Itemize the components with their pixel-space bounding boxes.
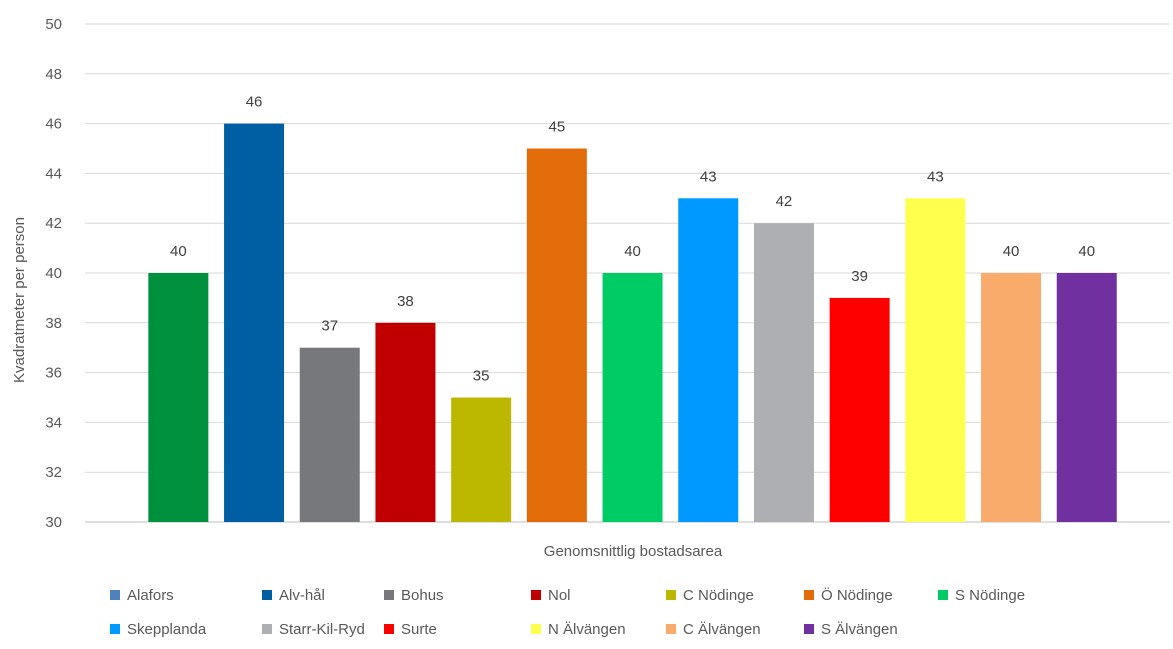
bar bbox=[451, 397, 512, 522]
legend-item: C Nödinge bbox=[666, 587, 754, 604]
legend-item: S Älvängen bbox=[804, 621, 898, 638]
bars bbox=[148, 123, 1117, 523]
y-axis-title: Kvadratmeter per person bbox=[11, 217, 28, 383]
y-tick-label: 42 bbox=[45, 215, 62, 232]
data-label: 43 bbox=[927, 168, 944, 185]
legend-swatch bbox=[666, 590, 676, 600]
legend-swatch bbox=[666, 624, 676, 634]
legend-label: Ö Nödinge bbox=[821, 586, 893, 604]
legend-label: Nol bbox=[548, 587, 571, 604]
legend-item: Skepplanda bbox=[110, 621, 207, 638]
bar bbox=[375, 322, 436, 522]
y-tick-label: 44 bbox=[45, 165, 62, 182]
data-label: 40 bbox=[1003, 243, 1020, 260]
legend-item: Ö Nödinge bbox=[804, 586, 893, 604]
legend-swatch bbox=[110, 590, 120, 600]
legend-item: Alafors bbox=[110, 587, 174, 604]
y-tick-label: 32 bbox=[45, 464, 62, 481]
y-axis-ticks: 30 32 34 36 38 40 42 44 46 48 50 bbox=[45, 16, 62, 531]
legend-swatch bbox=[384, 590, 394, 600]
bar bbox=[905, 198, 966, 523]
data-label: 39 bbox=[851, 268, 868, 285]
legend-label: S Älvängen bbox=[821, 621, 898, 638]
data-label: 46 bbox=[246, 94, 263, 111]
legend-label: Alafors bbox=[127, 587, 174, 604]
legend-swatch bbox=[262, 590, 272, 600]
legend-item: Nol bbox=[531, 587, 571, 604]
legend: Alafors Alv-hål Bohus Nol C Nödinge Ö Nödinge… bbox=[110, 586, 1025, 638]
data-label: 43 bbox=[700, 168, 717, 185]
y-tick-label: 34 bbox=[45, 414, 62, 431]
data-labels: 40 46 37 38 35 45 40 43 42 39 43 40 40 bbox=[170, 94, 1095, 385]
legend-item: Starr-Kil-Ryd bbox=[262, 621, 365, 638]
y-tick-label: 36 bbox=[45, 365, 62, 382]
bar bbox=[753, 223, 814, 522]
bar bbox=[981, 273, 1042, 522]
legend-label: Skepplanda bbox=[127, 621, 207, 638]
bar bbox=[148, 273, 209, 522]
data-label: 40 bbox=[1078, 243, 1095, 260]
y-tick-label: 40 bbox=[45, 265, 62, 282]
data-label: 42 bbox=[776, 193, 793, 210]
legend-swatch bbox=[531, 590, 541, 600]
legend-swatch bbox=[262, 624, 272, 634]
data-label: 40 bbox=[624, 243, 641, 260]
legend-label: Bohus bbox=[401, 587, 444, 604]
y-tick-label: 48 bbox=[45, 66, 62, 83]
legend-swatch bbox=[110, 624, 120, 634]
legend-item: C Älvängen bbox=[666, 621, 761, 638]
y-tick-label: 30 bbox=[45, 514, 62, 531]
legend-swatch bbox=[531, 624, 541, 634]
legend-label: C Älvängen bbox=[683, 621, 761, 638]
y-tick-label: 50 bbox=[45, 16, 62, 33]
legend-label: Alv-hål bbox=[279, 587, 325, 604]
legend-label: Starr-Kil-Ryd bbox=[279, 621, 365, 638]
bar bbox=[829, 297, 890, 522]
bar bbox=[678, 198, 739, 523]
legend-item: S Nödinge bbox=[938, 587, 1025, 604]
legend-item: Surte bbox=[384, 621, 437, 638]
legend-item: Alv-hål bbox=[262, 587, 325, 604]
bar bbox=[224, 123, 285, 522]
legend-label: N Älvängen bbox=[548, 621, 626, 638]
legend-swatch bbox=[804, 624, 814, 634]
data-label: 37 bbox=[321, 318, 338, 335]
y-tick-label: 46 bbox=[45, 116, 62, 133]
bar bbox=[602, 273, 663, 522]
bar bbox=[1056, 273, 1117, 522]
legend-label: Surte bbox=[401, 621, 437, 638]
legend-swatch bbox=[938, 590, 948, 600]
legend-swatch bbox=[384, 624, 394, 634]
data-label: 40 bbox=[170, 243, 187, 260]
legend-label: C Nödinge bbox=[683, 587, 754, 604]
bar bbox=[526, 148, 587, 522]
bar bbox=[299, 347, 360, 522]
data-label: 35 bbox=[473, 368, 490, 385]
legend-item: N Älvängen bbox=[531, 621, 626, 638]
data-label: 45 bbox=[549, 119, 566, 136]
data-label: 38 bbox=[397, 293, 414, 310]
legend-swatch bbox=[804, 590, 814, 600]
legend-label: S Nödinge bbox=[955, 587, 1025, 604]
x-axis-title: Genomsnittlig bostadsarea bbox=[544, 543, 723, 560]
y-tick-label: 38 bbox=[45, 315, 62, 332]
legend-item: Bohus bbox=[384, 587, 444, 604]
